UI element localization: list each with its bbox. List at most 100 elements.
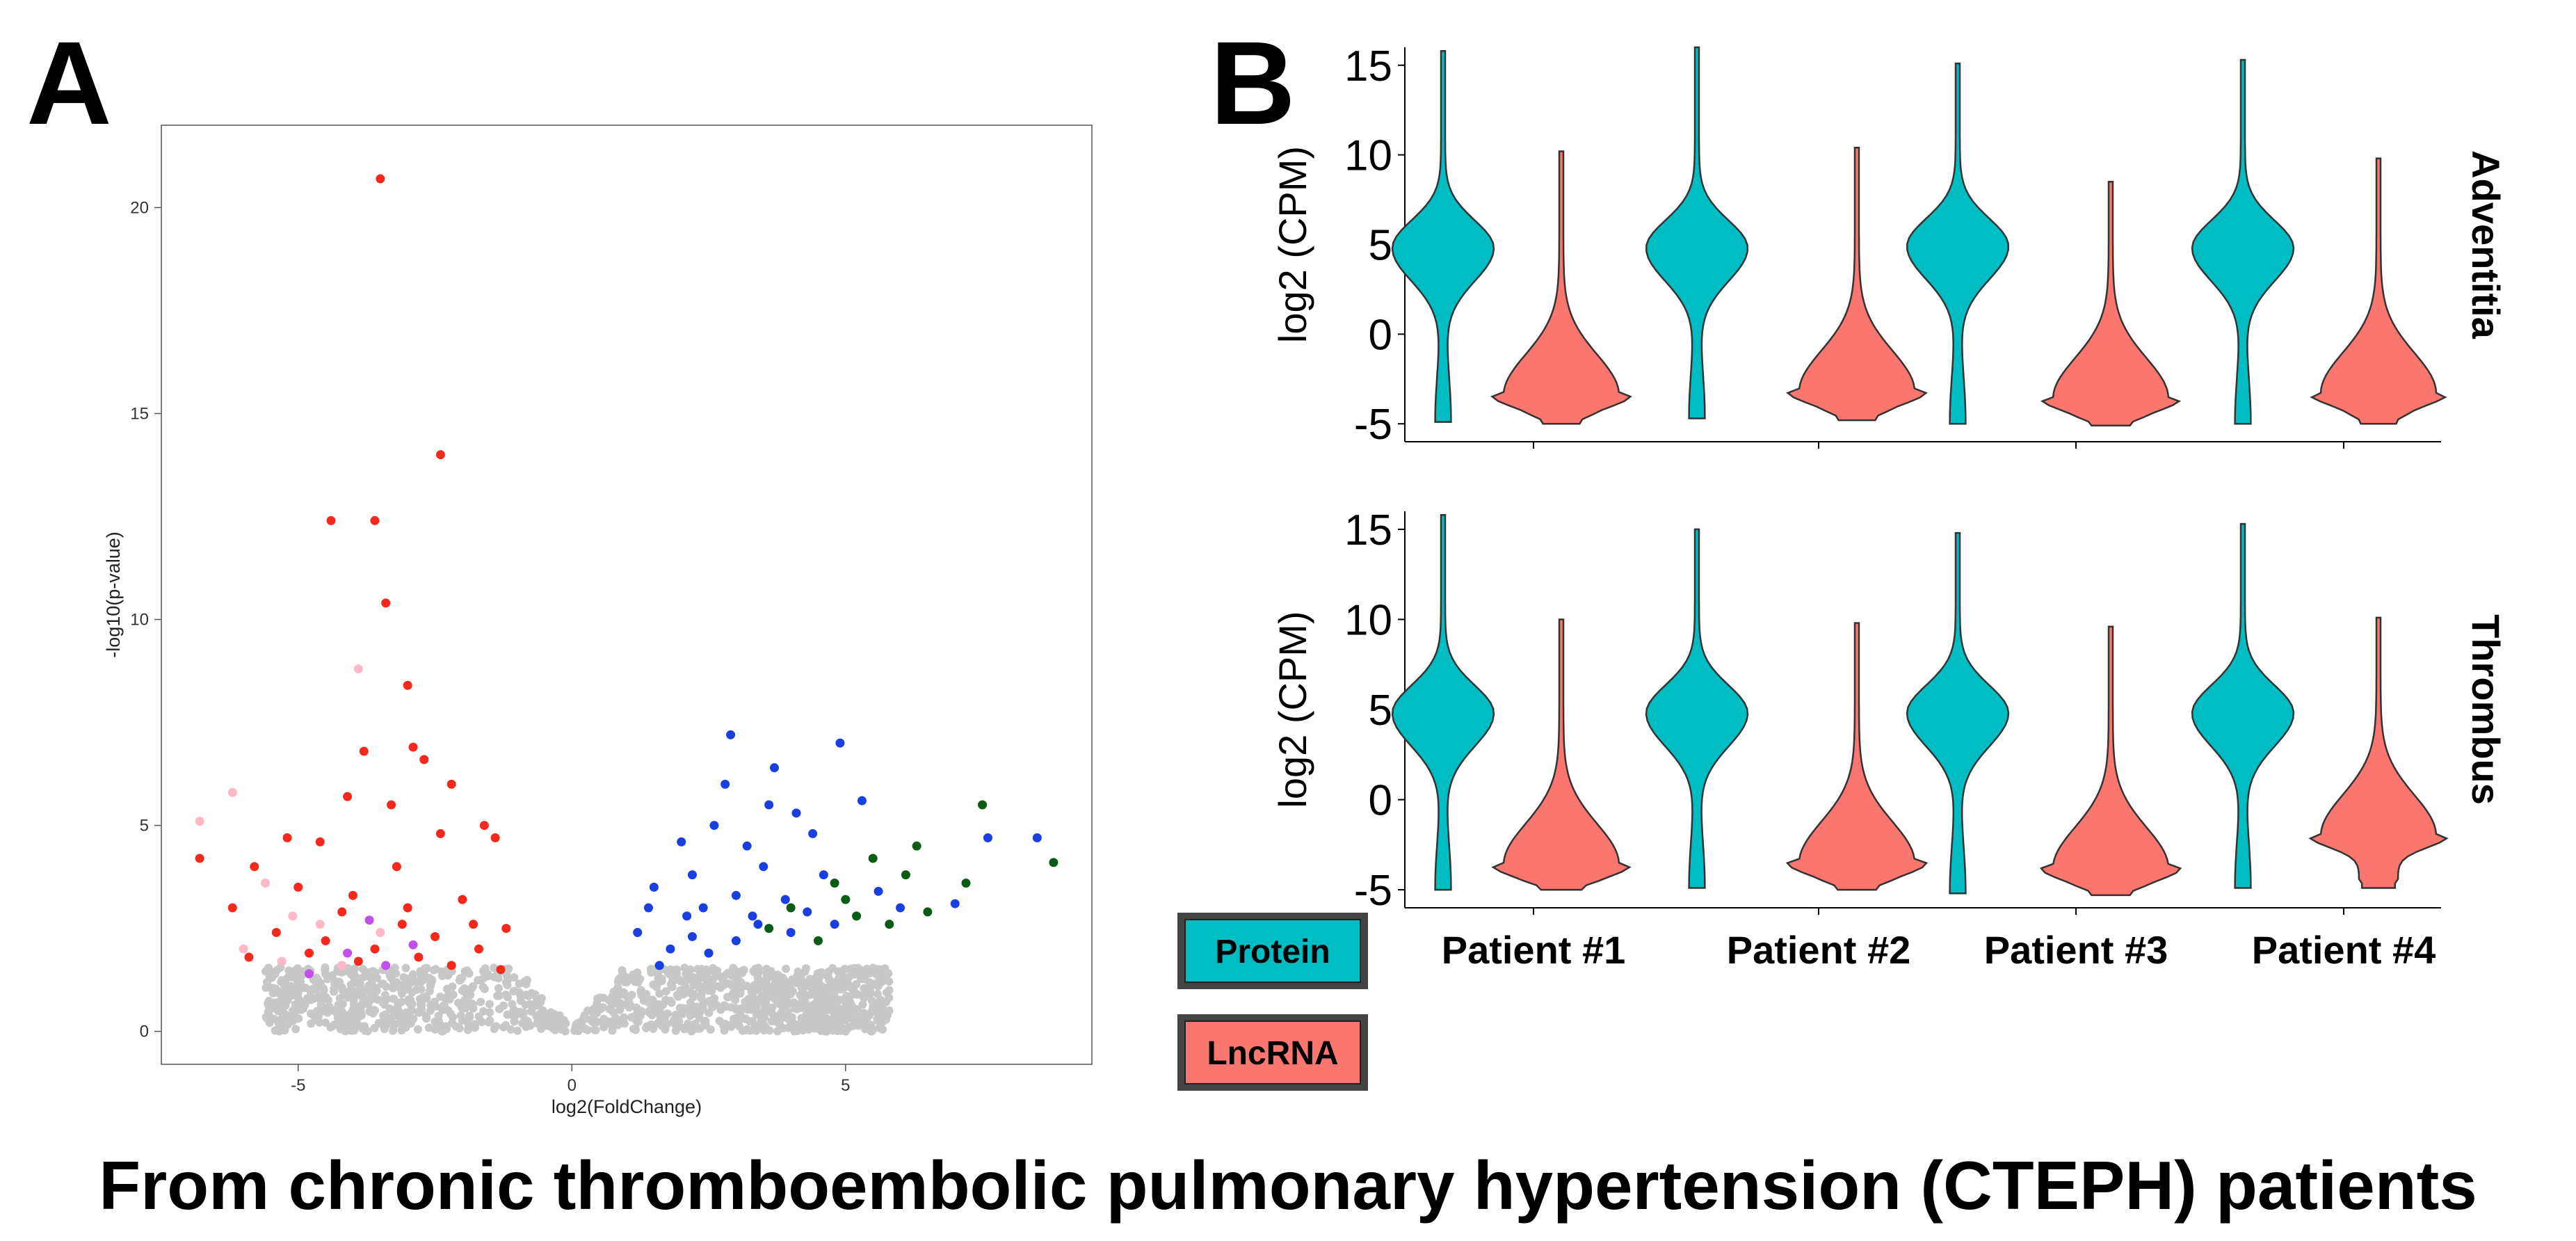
data-point bbox=[293, 882, 303, 892]
background-point bbox=[312, 983, 321, 992]
background-point bbox=[353, 1013, 362, 1022]
legend-swatch-lncrna bbox=[1184, 1020, 1361, 1084]
background-point bbox=[389, 1026, 398, 1035]
background-point bbox=[583, 1025, 592, 1034]
data-point bbox=[419, 755, 429, 764]
background-point bbox=[605, 1004, 614, 1014]
background-point bbox=[775, 972, 784, 981]
background-point bbox=[556, 1018, 565, 1027]
legend-label-protein: Protein bbox=[1215, 934, 1330, 970]
background-point bbox=[520, 977, 529, 986]
data-point bbox=[195, 817, 204, 826]
data-point bbox=[709, 821, 719, 831]
background-point bbox=[429, 966, 438, 975]
data-point bbox=[633, 928, 643, 938]
patient-label: Patient #1 bbox=[1442, 928, 1626, 972]
data-point bbox=[868, 854, 878, 863]
background-point bbox=[380, 995, 389, 1004]
background-point bbox=[746, 1017, 755, 1026]
x-tick-label: -5 bbox=[291, 1076, 305, 1095]
background-point bbox=[371, 968, 380, 977]
background-point bbox=[844, 1023, 853, 1032]
background-point bbox=[823, 999, 832, 1008]
background-point bbox=[340, 1012, 349, 1021]
background-point bbox=[412, 985, 421, 994]
data-point bbox=[227, 903, 237, 913]
background-point bbox=[307, 1019, 316, 1028]
background-point bbox=[836, 1022, 845, 1031]
data-point bbox=[857, 796, 867, 806]
data-point bbox=[381, 598, 391, 608]
background-point bbox=[885, 977, 894, 986]
series-down-regulated-lncRNA bbox=[195, 664, 385, 970]
data-point bbox=[830, 920, 839, 929]
background-point bbox=[866, 1024, 875, 1033]
background-point bbox=[680, 963, 689, 972]
background-point bbox=[539, 1022, 548, 1031]
violin-lncrna-patient-1 bbox=[1491, 618, 1632, 891]
x-tick-label: 5 bbox=[841, 1076, 850, 1095]
data-point bbox=[950, 899, 960, 908]
data-point bbox=[337, 907, 347, 917]
background-point bbox=[312, 973, 321, 982]
data-point bbox=[458, 895, 467, 904]
background-point bbox=[271, 988, 280, 997]
background-point bbox=[671, 1020, 680, 1030]
data-point bbox=[742, 841, 752, 851]
data-point bbox=[282, 833, 292, 842]
background-point bbox=[349, 995, 358, 1004]
data-point bbox=[321, 936, 330, 945]
background-point bbox=[485, 1000, 494, 1009]
background-point bbox=[478, 982, 488, 991]
background-point bbox=[682, 973, 691, 982]
background-point bbox=[809, 984, 818, 993]
violin-protein-patient-2 bbox=[1645, 528, 1749, 889]
data-point bbox=[753, 920, 763, 929]
data-point bbox=[780, 895, 790, 904]
data-point bbox=[731, 936, 741, 945]
data-point bbox=[244, 952, 254, 962]
background-point bbox=[844, 1008, 853, 1017]
data-point bbox=[353, 664, 363, 674]
background-point bbox=[632, 975, 641, 984]
background-point bbox=[346, 1026, 355, 1035]
data-point bbox=[501, 924, 511, 934]
background-point bbox=[504, 964, 513, 973]
data-point bbox=[704, 948, 714, 958]
data-point bbox=[643, 903, 653, 913]
background-point bbox=[729, 982, 738, 991]
data-point bbox=[912, 841, 921, 851]
background-point bbox=[862, 1014, 871, 1023]
background-point bbox=[267, 973, 276, 982]
background-point bbox=[854, 1021, 863, 1030]
background-point bbox=[424, 1023, 433, 1032]
data-point bbox=[923, 907, 933, 917]
background-point bbox=[283, 989, 292, 998]
background-point bbox=[673, 965, 682, 974]
data-point bbox=[479, 821, 489, 831]
y-tick-label: 10 bbox=[1344, 596, 1392, 644]
data-point bbox=[496, 965, 506, 975]
background-point bbox=[503, 993, 512, 1002]
background-point bbox=[470, 1023, 479, 1032]
background-point bbox=[707, 981, 716, 990]
data-point bbox=[469, 920, 478, 929]
data-point bbox=[687, 870, 697, 880]
background-point bbox=[738, 968, 747, 977]
legend: Protein LncRNA bbox=[1177, 913, 1368, 1091]
background-point bbox=[295, 979, 304, 988]
background-point bbox=[460, 967, 469, 976]
background-point bbox=[866, 986, 875, 995]
data-point bbox=[901, 870, 910, 880]
facet-label-adventitia: Adventitia bbox=[2464, 150, 2508, 339]
background-point bbox=[458, 1004, 467, 1013]
violin-lncrna-patient-2 bbox=[1785, 622, 1929, 891]
violin-lncrna-patient-4 bbox=[2308, 616, 2449, 889]
background-point bbox=[413, 1025, 422, 1034]
background-point bbox=[647, 965, 656, 974]
background-point bbox=[680, 1025, 689, 1034]
background-point bbox=[369, 1009, 378, 1018]
background-point bbox=[417, 1007, 426, 1016]
background-point bbox=[654, 1008, 663, 1017]
